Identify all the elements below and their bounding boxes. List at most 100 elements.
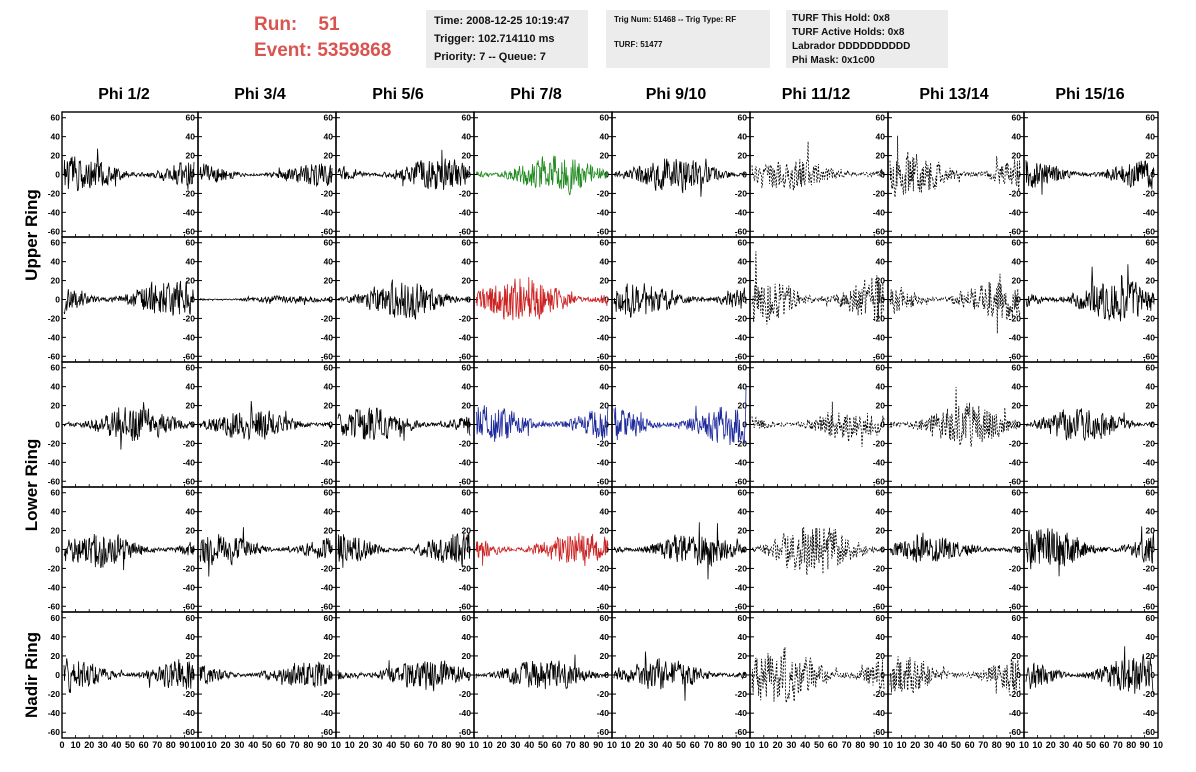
y-tick-label: -60 bbox=[1009, 226, 1022, 236]
y-tick-label: 60 bbox=[1012, 113, 1022, 123]
x-tick-label: 80 bbox=[579, 740, 589, 750]
y-tick-label: 20 bbox=[51, 151, 61, 161]
y-tick-label: -20 bbox=[1143, 689, 1156, 699]
x-tick-label: 50 bbox=[951, 740, 961, 750]
y-tick-label: 20 bbox=[324, 276, 334, 286]
time-trigger-info-box: Time: 2008-12-25 10:19:47 Trigger: 102.7… bbox=[426, 10, 588, 68]
y-tick-label: 20 bbox=[1012, 151, 1022, 161]
y-tick-label: 60 bbox=[462, 113, 472, 123]
x-tick-label: 10 bbox=[207, 740, 217, 750]
y-tick-label: -40 bbox=[48, 207, 61, 217]
y-tick-label: -60 bbox=[183, 226, 196, 236]
y-tick-label: -40 bbox=[735, 207, 748, 217]
y-tick-label: -60 bbox=[735, 226, 748, 236]
y-tick-label: -20 bbox=[1143, 438, 1156, 448]
y-tick-label: 40 bbox=[876, 632, 886, 642]
y-tick-label: 40 bbox=[462, 382, 472, 392]
y-tick-label: 40 bbox=[51, 632, 61, 642]
y-tick-label: -20 bbox=[597, 438, 610, 448]
y-tick-label: 40 bbox=[186, 257, 196, 267]
y-tick-label: -20 bbox=[459, 313, 472, 323]
y-tick-label: -20 bbox=[735, 563, 748, 573]
x-tick-label: 10 bbox=[1032, 740, 1042, 750]
y-tick-label: 60 bbox=[51, 613, 61, 623]
run-event-header: Run: 51 Event: 5359868 bbox=[254, 12, 391, 64]
y-tick-label: 40 bbox=[51, 382, 61, 392]
y-tick-label: -60 bbox=[459, 601, 472, 611]
y-tick-label: 0 bbox=[1016, 670, 1021, 680]
y-tick-label: -40 bbox=[183, 457, 196, 467]
x-tick-label: 20 bbox=[359, 740, 369, 750]
y-tick-label: -60 bbox=[48, 601, 61, 611]
panel-frame bbox=[887, 236, 1025, 363]
y-tick-label: -40 bbox=[183, 582, 196, 592]
y-tick-label: -40 bbox=[1143, 582, 1156, 592]
x-tick-label: 60 bbox=[828, 740, 838, 750]
y-tick-label: 20 bbox=[51, 401, 61, 411]
x-tick-label: 70 bbox=[704, 740, 714, 750]
waveform-trace bbox=[63, 148, 195, 192]
y-tick-label: -60 bbox=[48, 476, 61, 486]
y-tick-label: -60 bbox=[873, 476, 886, 486]
y-tick-label: -40 bbox=[735, 457, 748, 467]
column-title-phi-15-16: Phi 15/16 bbox=[1055, 86, 1125, 103]
y-tick-label: -20 bbox=[873, 313, 886, 323]
y-tick-label: -60 bbox=[459, 727, 472, 737]
y-tick-label: -40 bbox=[48, 582, 61, 592]
y-tick-label: 20 bbox=[186, 276, 196, 286]
y-tick-label: -60 bbox=[459, 226, 472, 236]
y-tick-label: 40 bbox=[462, 507, 472, 517]
y-tick-label: 60 bbox=[186, 238, 196, 248]
y-tick-label: 40 bbox=[738, 132, 748, 142]
y-tick-label: 0 bbox=[1016, 420, 1021, 430]
x-tick-label: 70 bbox=[290, 740, 300, 750]
y-tick-label: 20 bbox=[600, 276, 610, 286]
y-tick-label: -40 bbox=[1009, 332, 1022, 342]
waveform-trace bbox=[889, 273, 1021, 334]
y-tick-label: -20 bbox=[735, 313, 748, 323]
y-tick-label: 40 bbox=[186, 507, 196, 517]
y-tick-label: 20 bbox=[51, 276, 61, 286]
waveform-trace bbox=[751, 141, 885, 191]
y-tick-label: 0 bbox=[55, 295, 60, 305]
y-tick-label: 20 bbox=[186, 151, 196, 161]
y-tick-label: 60 bbox=[324, 113, 334, 123]
y-tick-label: -60 bbox=[183, 351, 196, 361]
waveform-trace bbox=[475, 276, 609, 321]
x-tick-label: 50 bbox=[814, 740, 824, 750]
x-tick-label: 30 bbox=[98, 740, 108, 750]
y-tick-label: -20 bbox=[459, 563, 472, 573]
waveform-trace bbox=[475, 155, 609, 196]
y-tick-label: 40 bbox=[738, 632, 748, 642]
x-tick-label: 70 bbox=[1113, 740, 1123, 750]
y-tick-label: -40 bbox=[597, 708, 610, 718]
y-tick-label: 60 bbox=[324, 238, 334, 248]
y-tick-label: 60 bbox=[738, 113, 748, 123]
y-tick-label: -20 bbox=[183, 563, 196, 573]
y-tick-label: -40 bbox=[48, 708, 61, 718]
y-tick-label: 20 bbox=[1146, 276, 1156, 286]
x-tick-label: 30 bbox=[234, 740, 244, 750]
y-tick-label: -40 bbox=[1143, 708, 1156, 718]
y-tick-label: -20 bbox=[1143, 313, 1156, 323]
y-tick-label: 40 bbox=[738, 257, 748, 267]
y-tick-label: 60 bbox=[600, 113, 610, 123]
waveform-trace bbox=[337, 532, 471, 568]
y-tick-label: 60 bbox=[186, 113, 196, 123]
waveform-trace bbox=[63, 402, 195, 450]
y-tick-label: -60 bbox=[1009, 601, 1022, 611]
y-tick-label: 0 bbox=[1150, 670, 1155, 680]
x-tick-label: 60 bbox=[690, 740, 700, 750]
y-tick-label: 60 bbox=[600, 613, 610, 623]
y-tick-label: 40 bbox=[600, 382, 610, 392]
y-tick-label: 20 bbox=[186, 651, 196, 661]
y-tick-label: 40 bbox=[51, 507, 61, 517]
y-tick-label: -20 bbox=[48, 188, 61, 198]
x-tick-label: 70 bbox=[842, 740, 852, 750]
x-tick-label: 30 bbox=[786, 740, 796, 750]
y-tick-label: -20 bbox=[1009, 689, 1022, 699]
y-tick-label: -60 bbox=[321, 601, 334, 611]
x-tick-label: 90 bbox=[1005, 740, 1015, 750]
y-tick-label: -20 bbox=[183, 188, 196, 198]
